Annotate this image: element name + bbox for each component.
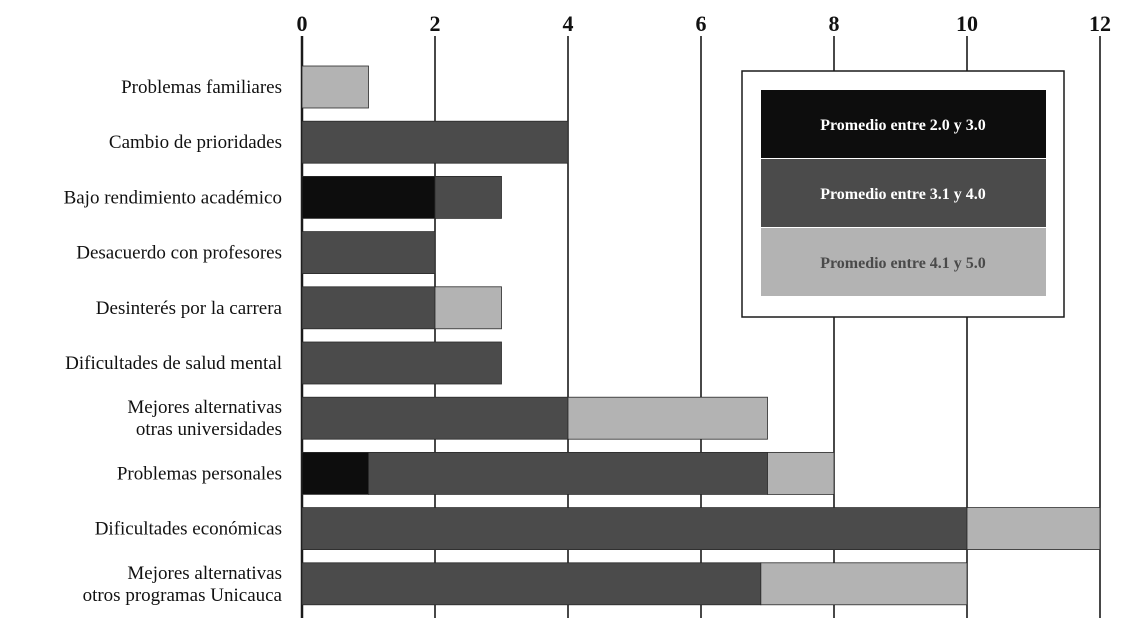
- x-tick-label-6: 6: [696, 11, 707, 36]
- bar-segment-7-series-0: [301, 451, 369, 495]
- bar-segment-8-series-2: [966, 507, 1101, 551]
- x-tick-label-2: 2: [430, 11, 441, 36]
- bars: [301, 65, 1101, 606]
- legend-swatch-1: [761, 159, 1046, 227]
- category-label-2: Bajo rendimiento académico: [64, 187, 282, 208]
- legend-label-0: Promedio entre 2.0 y 3.0: [820, 117, 986, 134]
- category-label-8: Dificultades económicas: [95, 519, 282, 540]
- bar-segment-2-series-0: [301, 175, 436, 219]
- bar-segment-7-series-1: [368, 451, 768, 495]
- bar-segment-1-series-1: [301, 120, 569, 164]
- x-tick-label-0: 0: [297, 11, 308, 36]
- bar-segment-9-series-1: [301, 562, 762, 606]
- bar-segment-0-series-2: [301, 65, 369, 109]
- legend-swatch-0: [761, 90, 1046, 158]
- category-label-3: Desacuerdo con profesores: [76, 243, 282, 264]
- bar-segment-7-series-2: [767, 451, 835, 495]
- legend-label-2: Promedio entre 4.1 y 5.0: [820, 255, 986, 272]
- bar-segment-6-series-2: [567, 396, 768, 440]
- category-label-1: Cambio de prioridades: [109, 132, 282, 153]
- bar-segment-4-series-1: [301, 286, 436, 330]
- bar-segment-5-series-1: [301, 341, 502, 385]
- bar-segment-6-series-1: [301, 396, 569, 440]
- legend-label-1: Promedio entre 3.1 y 4.0: [820, 186, 986, 203]
- x-tick-label-8: 8: [829, 11, 840, 36]
- bar-segment-4-series-2: [434, 286, 502, 330]
- category-label-0: Problemas familiares: [121, 77, 282, 98]
- x-axis-ticks: 0 2 4 6 8 10 12: [297, 11, 1112, 36]
- bar-segment-8-series-1: [301, 507, 968, 551]
- y-axis-categories: Problemas familiares Cambio de prioridade…: [64, 77, 283, 606]
- bar-segment-2-series-1: [434, 175, 502, 219]
- bar-segment-3-series-1: [301, 231, 436, 275]
- category-label-4: Desinterés por la carrera: [96, 298, 283, 319]
- legend: Promedio entre 2.0 y 3.0 Promedio entre 3…: [741, 70, 1065, 318]
- category-label-5: Dificultades de salud mental: [65, 353, 282, 374]
- category-label-7: Problemas personales: [117, 463, 282, 484]
- x-tick-label-10: 10: [956, 11, 978, 36]
- x-tick-label-12: 12: [1089, 11, 1111, 36]
- category-label-9: Mejores alternativas otros programas Unic…: [83, 563, 283, 606]
- x-tick-label-4: 4: [563, 11, 574, 36]
- bar-segment-9-series-2: [760, 562, 968, 606]
- category-label-6: Mejores alternativas otras universidades: [127, 397, 282, 440]
- legend-swatch-2: [761, 228, 1046, 296]
